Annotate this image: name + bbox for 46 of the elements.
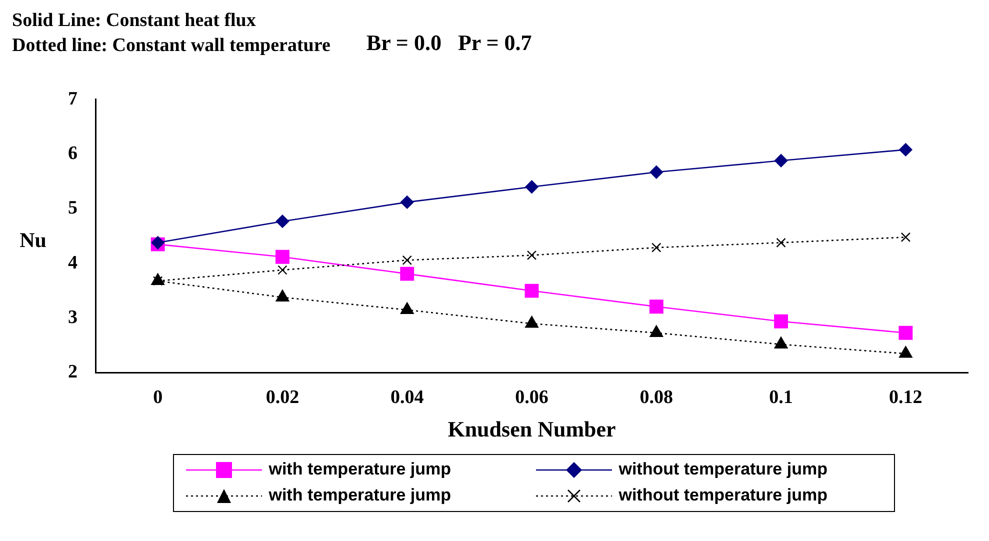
point	[525, 316, 538, 328]
y-tick-label: 2	[68, 362, 78, 383]
point	[899, 143, 912, 156]
y-tick-label: 5	[68, 198, 78, 219]
text: Solid Line: Constant heat flux	[12, 9, 257, 33]
y-tick-label: 3	[68, 307, 78, 328]
point	[774, 154, 788, 168]
point	[650, 325, 664, 337]
point	[278, 265, 288, 275]
point	[526, 250, 537, 260]
text: Dotted line: Constant wall temperature	[12, 34, 330, 58]
legend-label: without temperature jump	[618, 485, 828, 504]
point	[276, 290, 290, 302]
x-tick-label: 0	[153, 387, 163, 408]
legend-label: with temperature jump	[268, 485, 452, 504]
point	[400, 302, 414, 314]
point	[400, 196, 414, 209]
x-tick-label: 0.08	[640, 387, 674, 408]
point	[652, 242, 662, 252]
x-tick-label: 0.02	[266, 387, 300, 408]
point	[276, 250, 290, 264]
point	[898, 326, 913, 340]
point	[400, 266, 414, 281]
legend-label: with temperature jump	[268, 459, 452, 478]
x-tick-label: 0.04	[390, 387, 424, 408]
y-tick-label: 6	[68, 142, 78, 164]
x-tick-label: 0.1	[769, 387, 793, 408]
x-tick-label: 0.06	[515, 387, 548, 408]
x-tick-label: 0.12	[889, 387, 922, 408]
y-tick-label: 7	[68, 88, 78, 110]
legend-label: without temperature jump	[618, 459, 828, 478]
y-tick-label: 4	[68, 252, 78, 274]
text: Br = 0.0 Pr = 0.7	[366, 30, 532, 55]
y-axis-title: Nu	[18, 228, 48, 253]
point	[276, 214, 290, 228]
point	[774, 314, 788, 328]
point	[524, 284, 539, 298]
x-axis-title: Knudsen Number	[448, 416, 616, 442]
point	[776, 238, 786, 248]
point	[402, 255, 412, 265]
point	[774, 336, 788, 348]
point	[650, 166, 663, 179]
point	[525, 180, 538, 194]
point	[649, 300, 664, 314]
point	[900, 232, 911, 242]
point	[899, 346, 912, 358]
